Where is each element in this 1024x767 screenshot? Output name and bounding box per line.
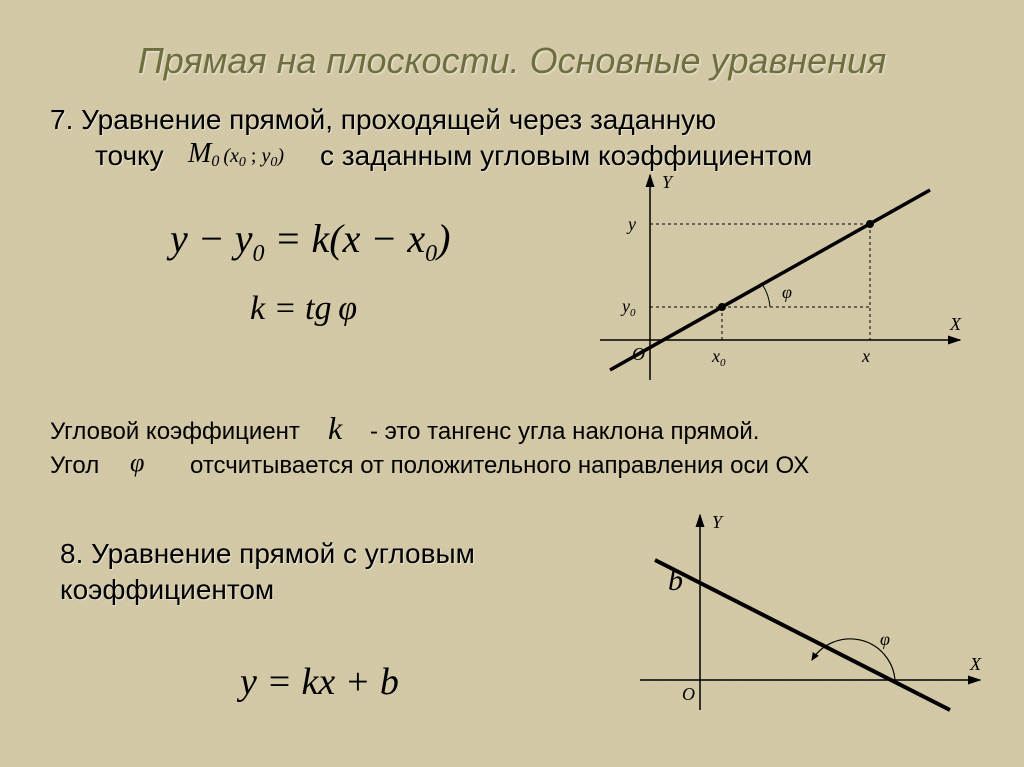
svg-text:O: O	[682, 684, 695, 704]
svg-text:X: X	[969, 654, 982, 674]
sec7-line2a: точку	[95, 140, 164, 172]
graph-2: Y X O b φ	[620, 510, 1000, 730]
point-m0: M0 (x0 ; y0)	[188, 138, 284, 171]
note-1a: Угловой коэффициент	[50, 418, 300, 446]
svg-text:φ: φ	[782, 282, 792, 302]
note-2b: отсчитывается от положительного направле…	[190, 452, 809, 480]
sec8-line1: 8. Уравнение прямой с угловым	[60, 538, 475, 570]
sec7-line2b: с заданным угловым коэффициентом	[320, 140, 812, 172]
svg-text:Y: Y	[712, 512, 724, 532]
note-phi: φ	[130, 448, 144, 478]
page-title: Прямая на плоскости. Основные уравнения	[0, 40, 1024, 82]
svg-text:y0: y0	[620, 296, 636, 319]
svg-text:x0: x0	[711, 346, 726, 369]
svg-text:x: x	[861, 346, 870, 366]
graph-1: Y X O y y0 x0 x φ	[590, 170, 990, 400]
sec8-line2: коэффициентом	[60, 574, 274, 606]
svg-text:O: O	[632, 344, 645, 364]
svg-text:b: b	[668, 564, 683, 597]
note-2a: Угол	[50, 452, 99, 480]
svg-text:X: X	[949, 314, 962, 334]
svg-text:y: y	[626, 214, 636, 234]
sec7-line1: 7. Уравнение прямой, проходящей через за…	[50, 104, 716, 136]
note-k: k	[328, 410, 342, 447]
svg-text:Y: Y	[662, 172, 674, 192]
svg-text:φ: φ	[880, 629, 890, 649]
eq-slope: y = kx + b	[240, 660, 399, 704]
eq-k: k = tg φ	[250, 290, 357, 328]
note-1b: - это тангенс угла наклона прямой.	[370, 418, 759, 446]
eq-main: y − y0 = k(x − x0)	[170, 215, 450, 268]
